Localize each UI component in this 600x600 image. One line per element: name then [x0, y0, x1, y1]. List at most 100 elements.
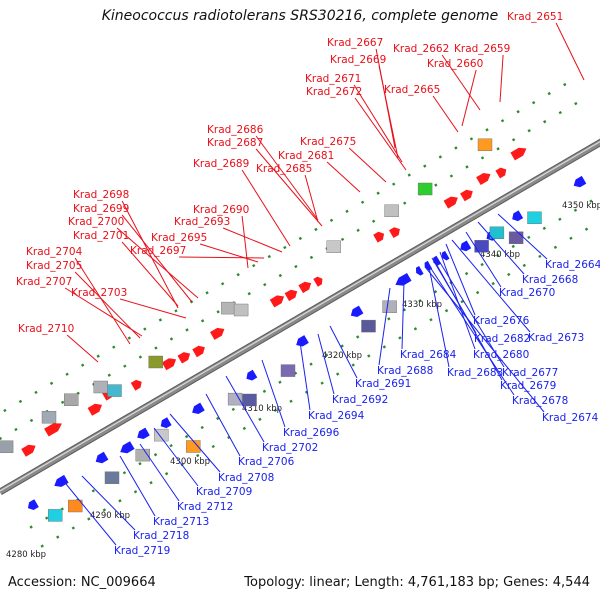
- forward-gene-arrow: [313, 276, 323, 287]
- tick-mark: [480, 262, 484, 267]
- forward-gene-label: Krad_2705: [26, 260, 82, 272]
- tick-mark: [423, 164, 427, 168]
- forward-leader-line: [116, 227, 199, 299]
- tick-mark: [205, 291, 209, 295]
- reverse-gene-arrow: [27, 499, 39, 510]
- forward-gene-label: Krad_2662: [393, 43, 449, 55]
- forward-gene-arrow: [87, 403, 102, 416]
- tick-mark: [449, 174, 454, 178]
- tick-mark: [29, 525, 33, 529]
- tick-mark: [3, 408, 7, 413]
- tick-mark: [402, 308, 407, 312]
- feature-box: [135, 448, 151, 462]
- reverse-leader-line: [451, 239, 531, 333]
- forward-gene-label: Krad_2701: [73, 230, 129, 242]
- tick-mark: [0, 436, 3, 441]
- reverse-gene-label: Krad_2670: [499, 287, 555, 299]
- forward-gene-label: Krad_2707: [16, 276, 72, 288]
- tick-mark: [200, 425, 204, 430]
- tick-mark: [138, 355, 143, 359]
- tick-mark: [200, 319, 205, 323]
- tick-mark: [542, 226, 547, 230]
- reverse-leader-line: [205, 393, 241, 457]
- forward-gene-label: Krad_2672: [306, 86, 362, 98]
- reverse-gene-arrow: [54, 474, 69, 487]
- reverse-leader-line: [317, 333, 335, 395]
- tick-mark: [298, 236, 303, 241]
- reverse-leader-line: [225, 375, 265, 443]
- tick-mark: [413, 327, 418, 331]
- tick-mark: [496, 253, 500, 258]
- reverse-leader-line: [427, 261, 450, 368]
- tick-mark: [527, 129, 531, 133]
- forward-gene-label: Krad_2710: [18, 323, 74, 335]
- reverse-leader-line: [465, 231, 502, 288]
- forward-leader-line: [121, 200, 179, 309]
- tick-mark: [320, 381, 324, 385]
- reverse-gene-label: Krad_2719: [114, 545, 170, 557]
- tick-mark: [356, 228, 360, 232]
- forward-gene-arrow: [495, 167, 507, 179]
- reverse-leader-line: [329, 325, 358, 379]
- accession-label: Accession: NC_009664: [8, 575, 156, 590]
- feature-box: [527, 211, 542, 225]
- reverse-gene-label: Krad_2702: [262, 442, 318, 454]
- reverse-leader-line: [299, 341, 311, 411]
- tick-mark: [500, 119, 505, 123]
- tick-mark: [289, 399, 293, 403]
- forward-gene-label: Krad_2659: [454, 43, 510, 55]
- genome-title: Kineococcus radiotolerans SRS30216, comp…: [101, 8, 499, 24]
- forward-leader-line: [354, 97, 407, 171]
- feature-box: [233, 303, 249, 317]
- forward-leader-line: [66, 334, 99, 363]
- tick-mark: [49, 381, 54, 385]
- forward-gene-arrow: [373, 231, 385, 243]
- tick-mark: [154, 346, 158, 350]
- tick-mark: [71, 526, 75, 530]
- reverse-gene-arrow: [246, 369, 258, 381]
- forward-leader-line: [74, 257, 131, 345]
- forward-gene-arrow: [460, 189, 473, 202]
- tick-mark: [324, 353, 329, 357]
- forward-leader-line: [241, 215, 249, 269]
- reverse-leader-line: [425, 267, 545, 413]
- reverse-leader-line: [378, 287, 391, 366]
- scale-label: 4320 kbp: [322, 351, 362, 361]
- tick-mark: [153, 452, 158, 457]
- tick-mark: [231, 407, 235, 412]
- tick-mark: [527, 235, 531, 240]
- tick-mark: [340, 344, 344, 348]
- reverse-gene-arrow: [95, 451, 109, 464]
- tick-mark: [314, 227, 318, 232]
- reverse-gene-label: Krad_2694: [308, 410, 365, 422]
- forward-gene-label: Krad_2665: [384, 84, 440, 96]
- tick-mark: [475, 290, 480, 295]
- reverse-leader-line: [427, 263, 515, 396]
- tick-mark: [184, 434, 189, 439]
- tick-mark: [480, 156, 485, 160]
- reverse-gene-label: Krad_2718: [133, 530, 189, 542]
- feature-box: [48, 509, 63, 522]
- tick-mark: [454, 146, 458, 150]
- tick-mark: [558, 217, 562, 221]
- feature-box: [326, 240, 341, 253]
- tick-mark: [107, 373, 111, 377]
- genome-summary: Topology: linear; Length: 4,761,183 bp; …: [244, 575, 590, 590]
- tick-mark: [236, 273, 240, 277]
- reverse-leader-line: [81, 475, 136, 531]
- tick-mark: [122, 471, 127, 475]
- tick-mark: [143, 327, 147, 331]
- reverse-leader-line: [477, 221, 525, 275]
- reverse-gene-label: Krad_2692: [332, 394, 388, 406]
- forward-gene-label: Krad_2667: [327, 37, 383, 49]
- feature-box: [227, 392, 243, 406]
- tick-mark: [220, 282, 225, 286]
- forward-leader-line: [121, 241, 179, 307]
- tick-mark: [294, 264, 298, 269]
- forward-gene-label: Krad_2693: [174, 216, 230, 228]
- forward-gene-label: Krad_2671: [305, 73, 361, 85]
- tick-mark: [262, 389, 267, 393]
- reverse-gene-label: Krad_2678: [512, 395, 568, 407]
- tick-mark: [511, 244, 515, 249]
- forward-leader-line: [74, 271, 141, 339]
